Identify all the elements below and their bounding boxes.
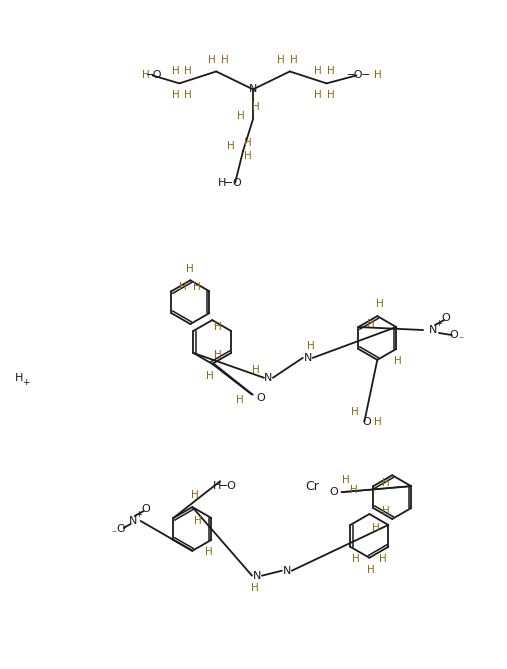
Text: H: H [15,373,23,383]
Text: H: H [214,350,222,360]
Text: O: O [450,330,458,340]
Text: H─: H─ [218,178,233,188]
Text: H: H [350,407,358,417]
Text: H: H [252,365,260,375]
Text: H: H [205,547,213,557]
Text: H: H [314,66,321,76]
Text: O: O [362,417,371,427]
Text: +: + [22,378,30,387]
Text: H: H [382,478,390,488]
Text: ⁻: ⁻ [111,529,116,539]
Text: H: H [368,319,375,329]
Text: N: N [249,84,257,94]
Text: H: H [171,66,179,76]
Text: O: O [141,504,150,514]
Text: H: H [368,565,375,575]
Text: N: N [264,373,272,383]
Text: H: H [394,356,402,366]
Text: H: H [179,282,187,292]
Text: +: + [436,318,443,328]
Text: H: H [208,54,216,64]
Text: H: H [327,90,335,100]
Text: H: H [307,341,314,351]
Text: ─O: ─O [146,70,161,80]
Text: +: + [135,510,142,518]
Text: O: O [329,487,338,497]
Text: H: H [171,90,179,100]
Text: H: H [376,299,384,309]
Text: H: H [142,70,150,80]
Text: H: H [194,282,201,292]
Text: H: H [342,475,349,485]
Text: H: H [277,54,285,64]
Text: H: H [214,322,222,332]
Text: N: N [429,325,437,335]
Text: H: H [185,90,192,100]
Text: H: H [221,54,229,64]
Text: H: H [244,138,252,148]
Text: O: O [442,313,450,323]
Text: ─O─: ─O─ [347,70,370,80]
Text: H: H [187,264,194,274]
Text: N: N [304,353,312,363]
Text: H: H [375,417,382,427]
Text: H: H [349,485,357,495]
Text: H: H [237,111,245,121]
Text: H: H [372,523,379,533]
Text: H: H [375,70,382,80]
Text: O: O [233,178,241,188]
Text: H: H [244,151,252,161]
Text: N: N [128,516,137,526]
Text: H: H [195,516,202,526]
Text: H: H [252,102,260,112]
Text: Cr: Cr [306,480,319,492]
Text: H: H [251,583,259,593]
Text: H: H [382,506,390,516]
Text: ⁻: ⁻ [458,335,463,345]
Text: O: O [116,524,125,534]
Text: H─O: H─O [213,481,237,491]
Text: H: H [379,554,387,564]
Text: N: N [253,571,261,581]
Text: H: H [227,141,235,151]
Text: H: H [206,371,214,381]
Text: H: H [192,490,199,500]
Text: O: O [257,393,265,403]
Text: H: H [185,66,192,76]
Text: H: H [314,90,321,100]
Text: H: H [236,395,244,405]
Text: H: H [327,66,335,76]
Text: H: H [351,554,359,564]
Text: H: H [290,54,298,64]
Text: N: N [282,566,291,576]
